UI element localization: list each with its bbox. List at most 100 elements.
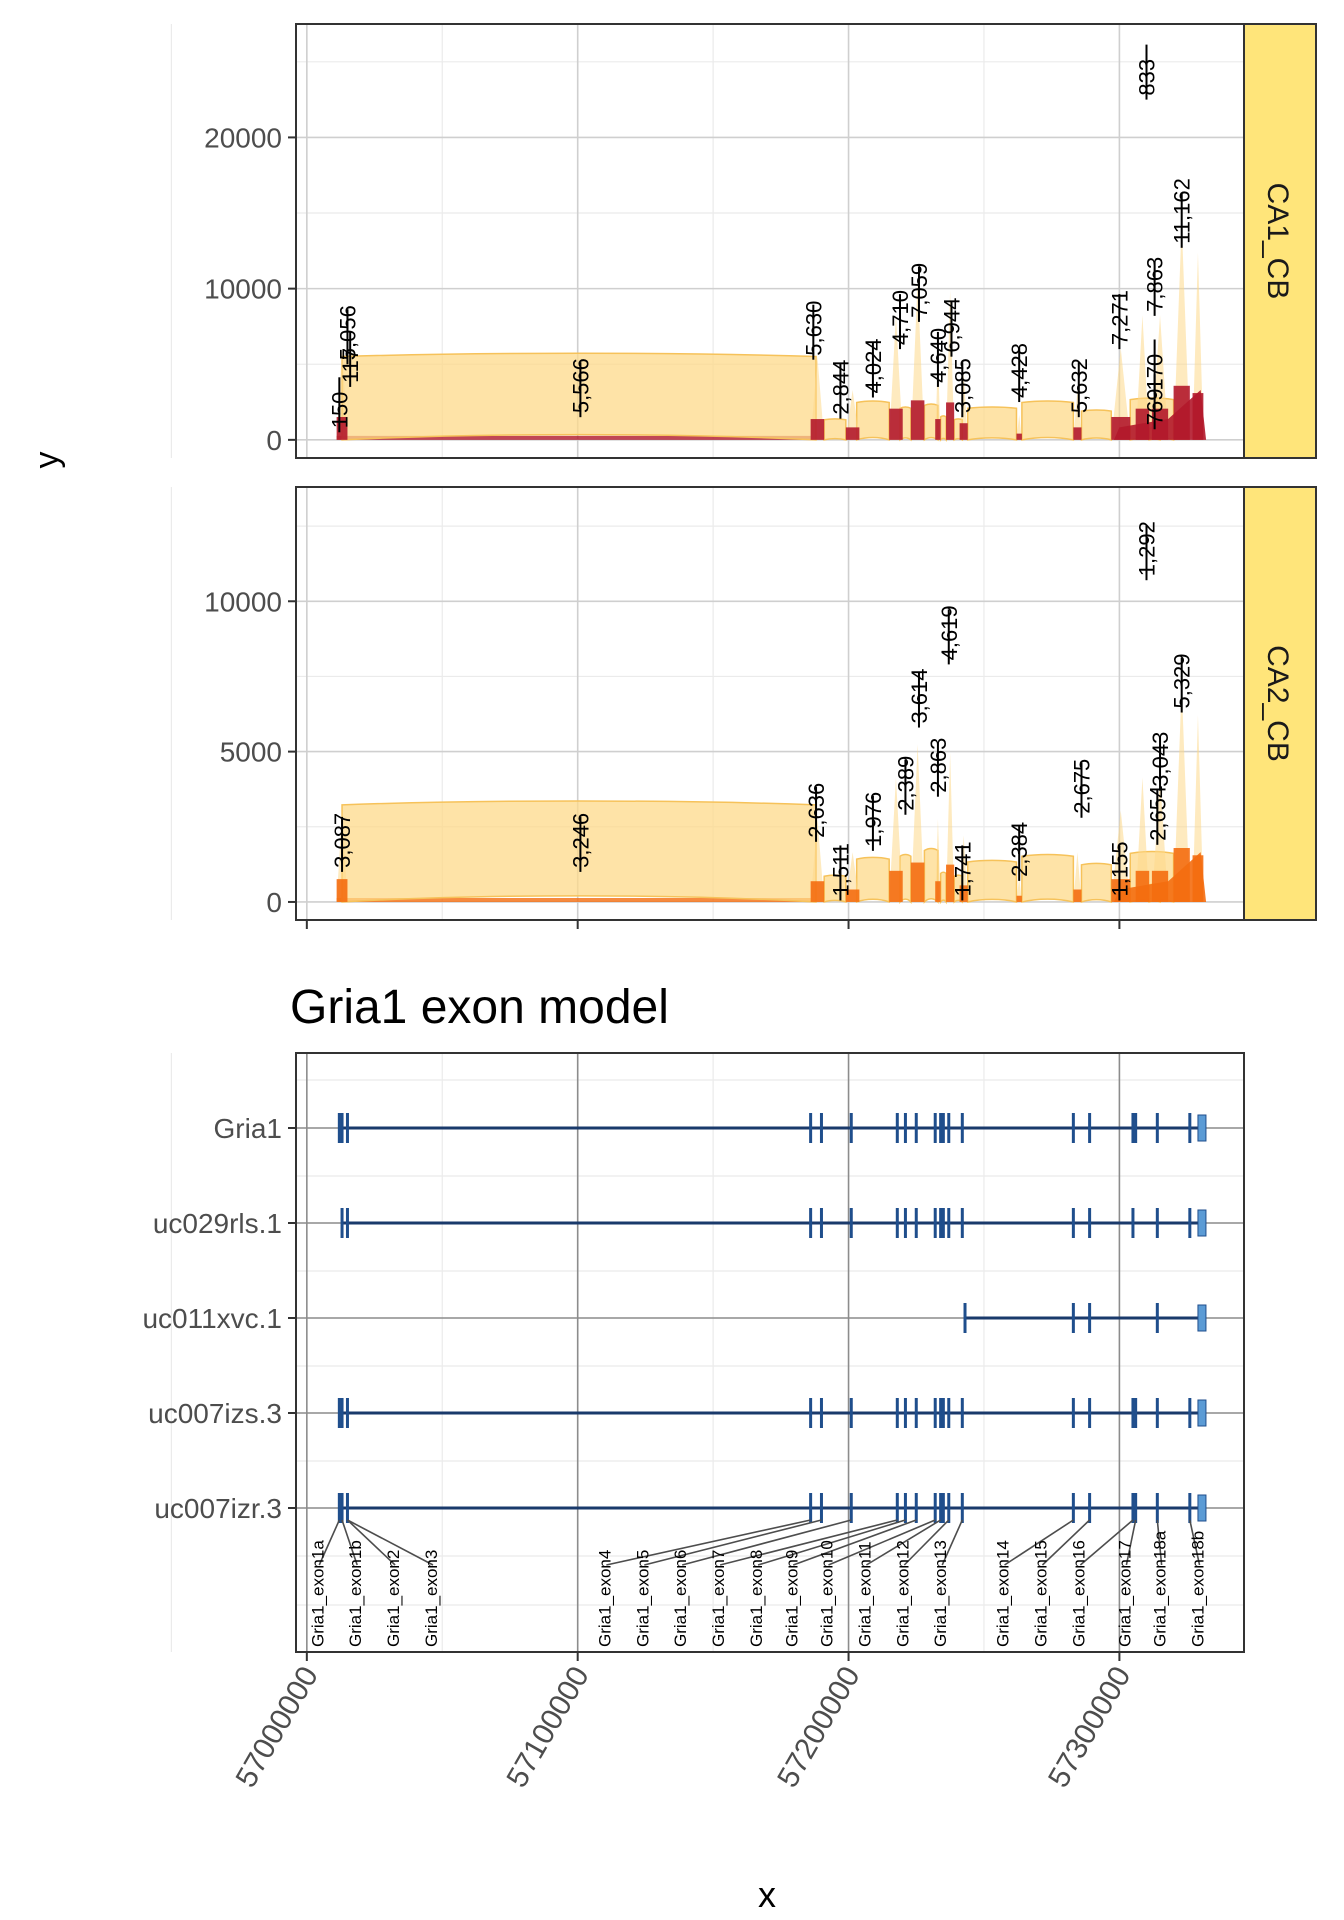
junction-arc xyxy=(823,418,847,441)
exon-coverage xyxy=(889,408,903,440)
exon-mark xyxy=(903,1493,907,1523)
exon-coverage xyxy=(1073,889,1082,902)
y-tick-label: 0 xyxy=(266,887,282,918)
facet-strip-label: CA2_CB xyxy=(1261,645,1294,762)
utr-block xyxy=(1197,1399,1207,1427)
junction-count-label: 833 xyxy=(1134,59,1159,96)
exon-mark xyxy=(947,1113,951,1143)
ca2-panel: 0 5000 10000 3,087 3,246 2,636 1,511 1,976 2,389… xyxy=(170,486,1317,921)
exon-label: Gria1_exon1b xyxy=(346,1540,365,1647)
exon-mark xyxy=(1131,1398,1135,1428)
exon-label: Gria1_exon14 xyxy=(994,1540,1013,1647)
exon-label-connector xyxy=(828,1519,936,1566)
exon-mark xyxy=(1071,1208,1075,1238)
exon-mark xyxy=(895,1493,899,1523)
exon-mark xyxy=(345,1113,349,1143)
exon-label-connector xyxy=(681,1519,852,1566)
exon-label-connector xyxy=(757,1519,906,1566)
junction-count-label: 3,246 xyxy=(568,813,593,868)
exon-coverage xyxy=(935,419,941,440)
junction-count-label: 4,710 xyxy=(888,290,913,345)
junction-arc xyxy=(1080,409,1113,441)
exon-mark xyxy=(1131,1113,1135,1143)
junction-arc xyxy=(341,352,817,441)
exon-mark xyxy=(1088,1208,1092,1238)
exon-label: Gria1_exon1a xyxy=(308,1540,327,1647)
exon-label: Gria1_exon10 xyxy=(817,1540,836,1647)
junction-arc xyxy=(939,871,947,905)
exon-mark xyxy=(1134,1398,1138,1428)
y-tick-label: 10000 xyxy=(204,274,282,305)
transcript-label: uc007izr.3 xyxy=(154,1493,282,1524)
panel-data: 3,087 3,246 2,636 1,511 1,976 2,389 3,614 2,863… xyxy=(330,521,1207,905)
junction-count-label: 150 xyxy=(327,392,352,429)
junction-count-label: 7,863 xyxy=(1143,257,1168,312)
exon-mark xyxy=(914,1113,918,1143)
exon-coverage xyxy=(336,416,348,440)
utr-block xyxy=(1197,1114,1207,1142)
exon-mark xyxy=(941,1113,945,1143)
exon-label-connector xyxy=(346,1519,396,1566)
exon-mark xyxy=(849,1398,853,1428)
exon-mark xyxy=(1155,1398,1159,1428)
exon-mark xyxy=(340,1493,344,1523)
transcript-label: uc011xvc.1 xyxy=(142,1303,282,1334)
exon-label: Gria1_exon9 xyxy=(782,1550,801,1647)
exon-mark xyxy=(914,1208,918,1238)
exon-coverage xyxy=(889,870,903,902)
exon-label: Gria1_exon7 xyxy=(709,1550,728,1647)
junction-count-label: 1,155 xyxy=(1107,841,1132,896)
exon-label-connector xyxy=(865,1519,942,1566)
exon-label-connector xyxy=(347,1519,434,1566)
exon-coverage xyxy=(910,400,925,440)
junction-count-label: 117 xyxy=(338,348,363,383)
junction-arc xyxy=(923,403,939,442)
exon-mark xyxy=(340,1208,344,1238)
exon-mark xyxy=(1088,1303,1092,1333)
exon-coverage xyxy=(336,879,348,902)
junction-count-label: 2,863 xyxy=(926,738,951,793)
junction-arc xyxy=(966,406,1018,441)
exon-label: Gria1_exon4 xyxy=(595,1550,614,1647)
y-tick-label: 20000 xyxy=(204,122,282,153)
junction-count-label: 2,384 xyxy=(1007,822,1032,877)
exon-label: Gria1_exon15 xyxy=(1031,1540,1050,1647)
exon-mark xyxy=(1088,1398,1092,1428)
junction-count-label: 1,976 xyxy=(861,792,886,847)
exon-mark xyxy=(809,1398,813,1428)
exon-label-connector xyxy=(1156,1519,1163,1566)
exon-mark xyxy=(947,1493,951,1523)
exon-mark xyxy=(819,1113,823,1143)
exon-mark xyxy=(1131,1493,1135,1523)
exon-mark xyxy=(960,1398,964,1428)
exon-label-connector xyxy=(1079,1519,1134,1566)
exon-mark xyxy=(941,1398,945,1428)
junction-count-label: 1,292 xyxy=(1134,521,1159,576)
exon-mark xyxy=(963,1303,967,1333)
exon-mark xyxy=(337,1398,341,1428)
exon-label-connector xyxy=(903,1519,950,1566)
exon-mark xyxy=(941,1208,945,1238)
exon-mark xyxy=(903,1113,907,1143)
exon-mark xyxy=(809,1113,813,1143)
y-axis-label: y xyxy=(28,452,66,469)
transcript-label: Gria1 xyxy=(214,1113,282,1144)
exon-label-connector xyxy=(719,1519,898,1566)
coverage-baseline xyxy=(336,897,811,902)
exon-mark xyxy=(1155,1493,1159,1523)
facet-strip xyxy=(1243,23,1317,459)
junction-count-label: 3,043 xyxy=(1148,732,1173,787)
exon-label: Gria1_exon8 xyxy=(747,1550,766,1647)
exon-mark xyxy=(1134,1493,1138,1523)
exon-label-connector xyxy=(1189,1519,1201,1566)
x-tick-label: 57200000 xyxy=(771,1661,866,1793)
exon-mark xyxy=(903,1398,907,1428)
exon-label: Gria1_exon16 xyxy=(1069,1540,1088,1647)
junction-count-label: 2,636 xyxy=(804,783,829,838)
junction-count-label: 2,389 xyxy=(893,756,918,811)
exon-mark xyxy=(345,1398,349,1428)
exon-mark xyxy=(939,1493,943,1523)
